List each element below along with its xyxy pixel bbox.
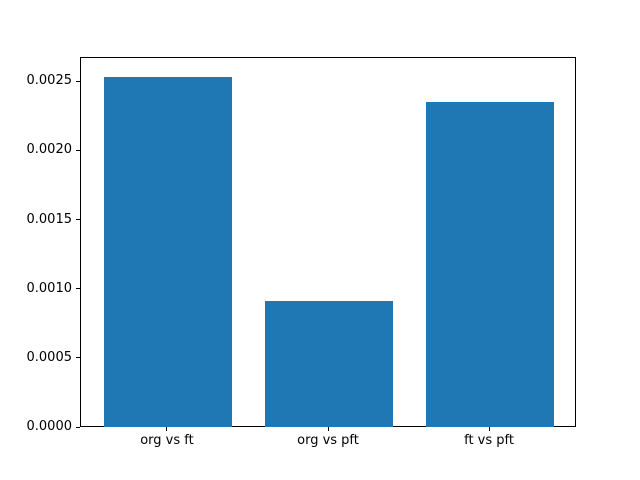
bar-ft-vs-pft [425, 101, 555, 427]
x-tick-mark [166, 427, 168, 431]
y-tick-mark [76, 219, 80, 221]
y-tick-mark [76, 426, 80, 428]
y-tick-mark [76, 149, 80, 151]
bar-org-vs-ft [103, 76, 233, 427]
y-tick-label: 0.0010 [26, 280, 73, 296]
y-tick-label: 0.0005 [26, 349, 73, 365]
plot-area [80, 57, 576, 427]
y-tick-label: 0.0015 [26, 211, 73, 227]
x-tick-label-org-vs-pft: org vs pft [297, 433, 359, 448]
x-tick-mark [327, 427, 329, 431]
y-tick-label: 0.0025 [26, 73, 73, 89]
y-tick-mark [76, 80, 80, 82]
x-tick-label-org-vs-ft: org vs ft [140, 433, 194, 448]
x-tick-mark [488, 427, 490, 431]
y-tick-mark [76, 288, 80, 290]
x-tick-label-ft-vs-pft: ft vs pft [464, 433, 514, 448]
y-tick-mark [76, 357, 80, 359]
y-tick-label: 0.0020 [26, 142, 73, 158]
bar-org-vs-pft [264, 300, 394, 427]
y-tick-label: 0.0000 [26, 419, 73, 434]
